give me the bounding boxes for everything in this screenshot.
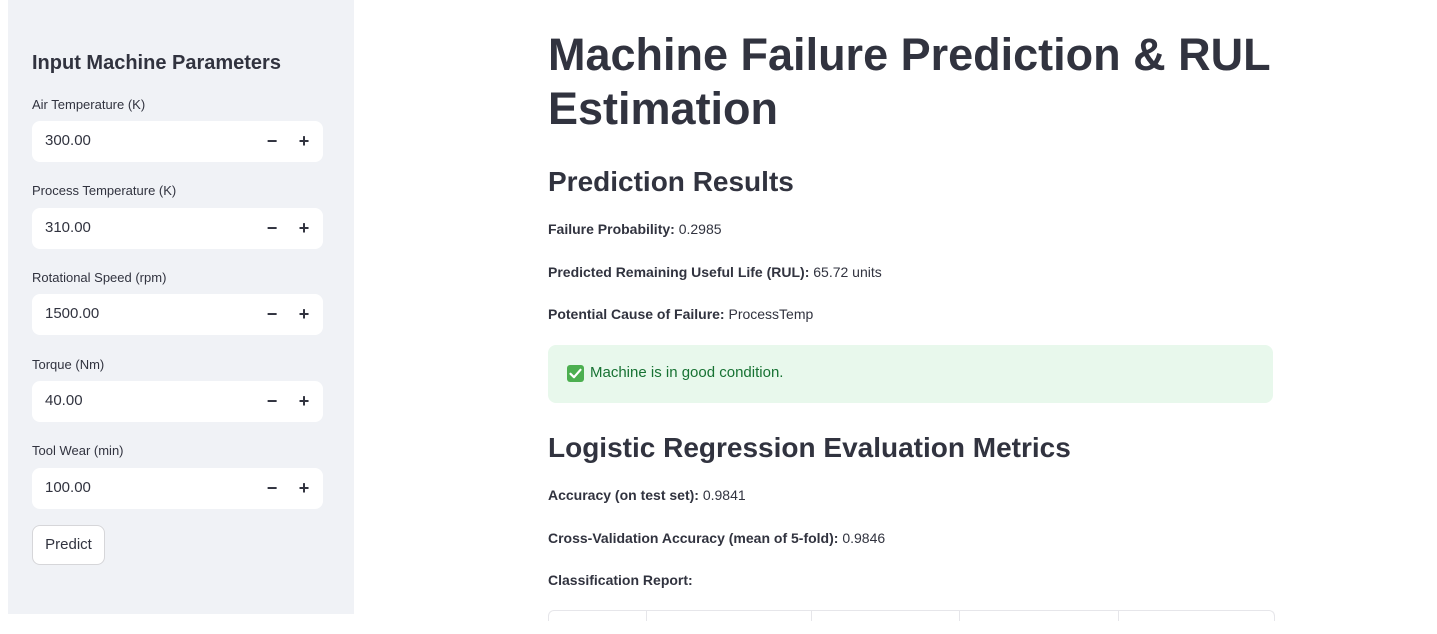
tool-wear-value[interactable]: 100.00 [45, 479, 91, 496]
table-column [812, 611, 960, 621]
air-temperature-increment-button[interactable]: + [298, 131, 310, 151]
predict-button[interactable]: Predict [32, 525, 105, 565]
rotational-speed-input[interactable]: 1500.00 − + [32, 294, 323, 335]
failure-cause-value: ProcessTemp [728, 306, 814, 322]
torque-decrement-button[interactable]: − [266, 391, 278, 411]
rul-label: Predicted Remaining Useful Life (RUL): [548, 264, 810, 280]
air-temperature-label: Air Temperature (K) [32, 97, 146, 112]
process-temperature-label: Process Temperature (K) [32, 183, 177, 198]
status-success-alert: Machine is in good condition. [548, 345, 1273, 403]
table-column [647, 611, 812, 621]
cv-accuracy-row: Cross-Validation Accuracy (mean of 5-fol… [548, 530, 885, 546]
classification-report-label: Classification Report: [548, 572, 693, 588]
tool-wear-decrement-button[interactable]: − [266, 478, 278, 498]
tool-wear-label: Tool Wear (min) [32, 443, 124, 458]
failure-cause-row: Potential Cause of Failure: ProcessTemp [548, 306, 813, 322]
torque-label: Torque (Nm) [32, 357, 105, 372]
classification-report-table [548, 610, 1275, 621]
rotational-speed-label: Rotational Speed (rpm) [32, 270, 167, 285]
rotational-speed-increment-button[interactable]: + [298, 304, 310, 324]
process-temperature-value[interactable]: 310.00 [45, 219, 91, 236]
accuracy-row: Accuracy (on test set): 0.9841 [548, 487, 746, 503]
accuracy-value: 0.9841 [702, 487, 746, 503]
process-temperature-increment-button[interactable]: + [298, 218, 310, 238]
tool-wear-increment-button[interactable]: + [298, 478, 310, 498]
process-temperature-decrement-button[interactable]: − [266, 218, 278, 238]
classification-report-row: Classification Report: [548, 572, 693, 588]
status-message: Machine is in good condition. [590, 364, 784, 381]
torque-increment-button[interactable]: + [298, 391, 310, 411]
failure-cause-label: Potential Cause of Failure: [548, 306, 725, 322]
torque-value[interactable]: 40.00 [45, 392, 83, 409]
failure-probability-value: 0.2985 [678, 221, 722, 237]
process-temperature-input[interactable]: 310.00 − + [32, 208, 323, 249]
sidebar-header: Input Machine Parameters [32, 52, 281, 74]
rotational-speed-value[interactable]: 1500.00 [45, 305, 100, 322]
torque-input[interactable]: 40.00 − + [32, 381, 323, 422]
metrics-heading: Logistic Regression Evaluation Metrics [548, 432, 1071, 463]
table-column [549, 611, 647, 621]
air-temperature-decrement-button[interactable]: − [266, 131, 278, 151]
rul-row: Predicted Remaining Useful Life (RUL): 6… [548, 264, 882, 280]
table-column [960, 611, 1119, 621]
air-temperature-input[interactable]: 300.00 − + [32, 121, 323, 162]
tool-wear-input[interactable]: 100.00 − + [32, 468, 323, 509]
page-title: Machine Failure Prediction & RUL Estimat… [548, 29, 1270, 134]
cv-accuracy-value: 0.9846 [842, 530, 886, 546]
rul-value: 65.72 units [813, 264, 882, 280]
failure-probability-row: Failure Probability: 0.2985 [548, 221, 722, 237]
failure-probability-label: Failure Probability: [548, 221, 675, 237]
air-temperature-value[interactable]: 300.00 [45, 132, 91, 149]
rotational-speed-decrement-button[interactable]: − [266, 304, 278, 324]
accuracy-label: Accuracy (on test set): [548, 487, 699, 503]
prediction-results-heading: Prediction Results [548, 166, 794, 197]
cv-accuracy-label: Cross-Validation Accuracy (mean of 5-fol… [548, 530, 839, 546]
check-box-icon [567, 365, 584, 382]
sidebar: Input Machine Parameters Air Temperature… [8, 0, 354, 614]
